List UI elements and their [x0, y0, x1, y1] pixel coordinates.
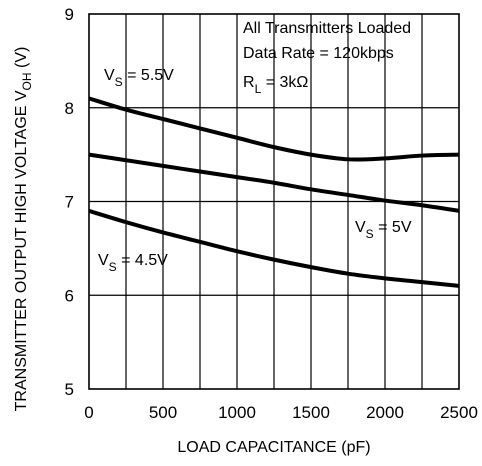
- x-tick-label: 2000: [366, 403, 404, 422]
- series-label-vs45: VS = 4.5V: [98, 252, 168, 274]
- y-axis-label: TRANSMITTER OUTPUT HIGH VOLTAGE VOH (V): [13, 47, 34, 412]
- x-tick-label: 0: [84, 403, 93, 422]
- series-line-vs5: [88, 152, 460, 213]
- y-tick-label: 6: [65, 286, 74, 305]
- series-layer: [88, 96, 460, 288]
- y-tick-label: 7: [65, 193, 74, 212]
- series-line-vs55: [88, 96, 460, 162]
- x-tick-label: 2500: [440, 403, 478, 422]
- x-tick-label: 500: [149, 403, 177, 422]
- x-axis-label: LOAD CAPACITANCE (pF): [177, 439, 370, 456]
- y-tick-label: 9: [65, 5, 74, 24]
- condition-load-resistance: RL = 3kΩ: [243, 74, 308, 96]
- series-line-vs45: [88, 208, 460, 288]
- x-tick-label: 1000: [218, 403, 256, 422]
- tick-labels: 0 500 1000 1500 2000 2500 5 6 7 8 9: [65, 5, 478, 422]
- condition-line-2: Data Rate = 120kbps: [243, 45, 394, 62]
- series-label-vs5: VS = 5V: [355, 219, 412, 241]
- grid: [89, 14, 459, 389]
- series-label-vs55: VS = 5.5V: [104, 67, 174, 89]
- y-tick-label: 5: [65, 380, 74, 399]
- y-tick-label: 8: [65, 99, 74, 118]
- condition-line-1: All Transmitters Loaded: [243, 20, 411, 37]
- x-tick-label: 1500: [292, 403, 330, 422]
- plot-frame: [88, 13, 460, 390]
